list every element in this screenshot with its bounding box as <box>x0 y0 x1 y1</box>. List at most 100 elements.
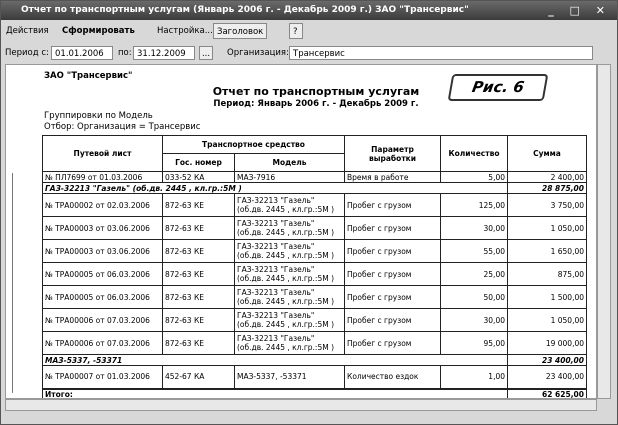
table-cell: Пробег с грузом <box>344 193 441 217</box>
table-cell: МАЗ-7916 <box>234 171 345 183</box>
header-button[interactable]: Заголовок <box>213 23 268 39</box>
report-area: ЗАО "Трансервис" Отчет по транспортным у… <box>5 64 597 399</box>
table-cell: ГАЗ-32213 "Газель" (об.дв. 2445 , кл.гр.… <box>234 216 345 240</box>
period-button[interactable]: ... <box>199 46 213 60</box>
header-cell: Гос. номер <box>162 153 235 172</box>
table-cell: 1 650,00 <box>507 239 587 263</box>
group-label: МАЗ-5337, -53371 <box>42 354 508 366</box>
figure-badge: Рис. 6 <box>447 74 549 101</box>
title-bar: Отчет по транспортным услугам (Январь 20… <box>1 1 617 20</box>
group-tree <box>12 173 26 393</box>
header-cell: Сумма <box>507 135 587 172</box>
window-buttons[interactable]: _ □ ✕ <box>548 4 611 17</box>
table-cell: 872-63 КЕ <box>162 239 235 263</box>
table-cell: 875,00 <box>507 262 587 286</box>
table-cell: ГАЗ-32213 "Газель" (об.дв. 2445 , кл.гр.… <box>234 331 345 355</box>
table-cell: Количество ездок <box>344 365 441 389</box>
period-from-input[interactable]: 01.01.2006 <box>51 46 113 60</box>
table-cell: Пробег с грузом <box>344 308 441 332</box>
table-cell: № ТРА00003 от 03.06.2006 <box>42 216 163 240</box>
table-cell: 033-52 КА <box>162 171 235 183</box>
table-cell: № ТРА00007 от 01.03.2006 <box>42 365 163 389</box>
table-row: № ТРА00002 от 02.03.2006 872-63 КЕ ГАЗ-322… <box>42 193 587 217</box>
table-cell: № ТРА00006 от 07.03.2006 <box>42 308 163 332</box>
table-cell: 1 050,00 <box>507 308 587 332</box>
table-cell: 1 050,00 <box>507 216 587 240</box>
table-cell: 872-63 КЕ <box>162 308 235 332</box>
table-cell: 2 400,00 <box>507 171 587 183</box>
table-cell: Пробег с грузом <box>344 262 441 286</box>
header-cell: Путевой лист <box>42 135 163 172</box>
table-cell: 872-63 КЕ <box>162 285 235 309</box>
table-cell: 3 750,00 <box>507 193 587 217</box>
table-row: ГАЗ-32213 "Газель" (об.дв. 2445 , кл.гр.… <box>42 182 587 194</box>
table-cell: Пробег с грузом <box>344 216 441 240</box>
table-row: № ТРА00005 от 06.03.2006 872-63 КЕ ГАЗ-322… <box>42 285 587 309</box>
actions-menu[interactable]: Действия <box>6 26 49 36</box>
org-input[interactable]: Трансервис <box>289 46 593 60</box>
table-cell: 19 000,00 <box>507 331 587 355</box>
header-cell: Транспортное средство <box>162 135 345 154</box>
vertical-scrollbar[interactable] <box>597 64 611 399</box>
table-cell: 125,00 <box>440 193 508 217</box>
table-cell: ГАЗ-32213 "Газель" (об.дв. 2445 , кл.гр.… <box>234 262 345 286</box>
period-to-label: по: <box>118 48 132 58</box>
table-cell: № ТРА00006 от 07.03.2006 <box>42 331 163 355</box>
window-title: Отчет по транспортным услугам (Январь 20… <box>21 5 469 15</box>
table-row: № ТРА00007 от 01.03.2006 452-67 КА МАЗ-533… <box>42 365 587 389</box>
org-label: Организация: <box>227 48 289 58</box>
table-row: № ТРА00003 от 03.06.2006 872-63 КЕ ГАЗ-322… <box>42 216 587 240</box>
table-cell: № ТРА00002 от 02.03.2006 <box>42 193 163 217</box>
table-row: № ТРА00005 от 06.03.2006 872-63 КЕ ГАЗ-322… <box>42 262 587 286</box>
group-sum: 23 400,00 <box>507 354 587 366</box>
report-subtitle: Период: Январь 2006 г. - Декабрь 2009 г. <box>213 99 419 109</box>
generate-button[interactable]: Сформировать <box>62 26 135 36</box>
company: ЗАО "Трансервис" <box>44 71 133 81</box>
settings-button[interactable]: Настройка... <box>157 26 213 36</box>
table-cell: № ТРА00005 от 06.03.2006 <box>42 285 163 309</box>
table-row: МАЗ-5337, -53371 23 400,00 <box>42 354 587 366</box>
table-row: № ПЛ7699 от 01.03.2006 033-52 КА МАЗ-7916 В… <box>42 171 587 183</box>
table-cell: № ТРА00003 от 03.06.2006 <box>42 239 163 263</box>
table-cell: Пробег с грузом <box>344 285 441 309</box>
selection: Отбор: Организация = Трансервис <box>44 122 201 132</box>
table-cell: 872-63 КЕ <box>162 193 235 217</box>
group-sum: 28 875,00 <box>507 182 587 194</box>
table-cell: ГАЗ-32213 "Газель" (об.дв. 2445 , кл.гр.… <box>234 239 345 263</box>
table-cell: ГАЗ-32213 "Газель" (об.дв. 2445 , кл.гр.… <box>234 308 345 332</box>
period-from-label: Период с: <box>5 48 49 58</box>
table-cell: 50,00 <box>440 285 508 309</box>
table-cell: № ТРА00005 от 06.03.2006 <box>42 262 163 286</box>
table-cell: 872-63 КЕ <box>162 262 235 286</box>
horizontal-scrollbar[interactable] <box>5 399 597 411</box>
report-title: Отчет по транспортным услугам <box>212 85 420 98</box>
table-cell: № ПЛ7699 от 01.03.2006 <box>42 171 163 183</box>
table-cell: Время в работе <box>344 171 441 183</box>
table-cell: 95,00 <box>440 331 508 355</box>
period-to-input[interactable]: 31.12.2009 <box>133 46 195 60</box>
help-button[interactable]: ? <box>289 23 303 39</box>
grouping: Группировки по Модель <box>44 111 153 121</box>
table-cell: 1,00 <box>440 365 508 389</box>
table-cell: 23 400,00 <box>507 365 587 389</box>
table-row: № ТРА00003 от 03.06.2006 872-63 КЕ ГАЗ-322… <box>42 239 587 263</box>
table-cell: Пробег с грузом <box>344 331 441 355</box>
total-label: Итого: <box>42 387 508 398</box>
table-cell: 30,00 <box>440 308 508 332</box>
header-cell: Параметр выработки <box>344 135 441 172</box>
table-cell: 872-63 КЕ <box>162 216 235 240</box>
table-cell: 25,00 <box>440 262 508 286</box>
table-cell: ГАЗ-32213 "Газель" (об.дв. 2445 , кл.гр.… <box>234 285 345 309</box>
table-row: № ТРА00006 от 07.03.2006 872-63 КЕ ГАЗ-322… <box>42 331 587 355</box>
table-cell: МАЗ-5337, -53371 <box>234 365 345 389</box>
group-label: ГАЗ-32213 "Газель" (об.дв. 2445 , кл.гр.… <box>42 182 508 194</box>
table-row: Итого: 62 625,00 <box>42 387 587 398</box>
total-sum: 62 625,00 <box>507 387 587 398</box>
table-cell: 1 500,00 <box>507 285 587 309</box>
report-table: Путевой лист Транспортное средство Парамет… <box>42 135 587 398</box>
table-row: № ТРА00006 от 07.03.2006 872-63 КЕ ГАЗ-322… <box>42 308 587 332</box>
table-cell: ГАЗ-32213 "Газель" (об.дв. 2445 , кл.гр.… <box>234 193 345 217</box>
table-cell: 872-63 КЕ <box>162 331 235 355</box>
header-cell: Количество <box>440 135 508 172</box>
